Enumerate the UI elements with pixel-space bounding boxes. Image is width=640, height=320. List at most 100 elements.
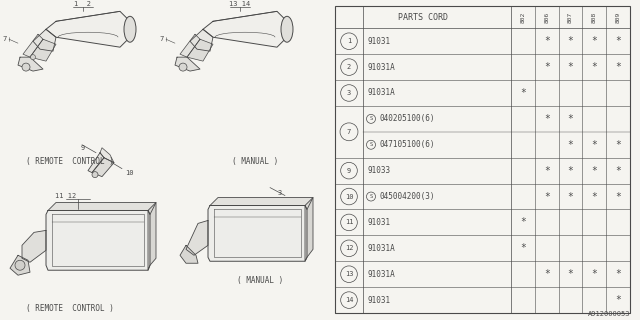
Text: *: * (544, 192, 550, 202)
Text: 1  2: 1 2 (74, 1, 92, 7)
Text: 91031: 91031 (367, 218, 390, 227)
Text: *: * (568, 36, 573, 46)
Text: 808: 808 (592, 12, 596, 23)
Text: 9: 9 (347, 168, 351, 174)
Text: *: * (615, 269, 621, 279)
Text: *: * (520, 88, 526, 98)
Text: *: * (591, 269, 597, 279)
Text: 13: 13 (345, 271, 353, 277)
Text: 11: 11 (345, 220, 353, 225)
Text: 91031A: 91031A (367, 63, 395, 72)
Polygon shape (48, 203, 156, 214)
Text: 9: 9 (81, 145, 85, 151)
Polygon shape (88, 153, 104, 172)
Text: S: S (369, 116, 372, 121)
Polygon shape (100, 148, 114, 163)
Text: 806: 806 (544, 12, 549, 23)
Text: 91031: 91031 (367, 37, 390, 46)
Polygon shape (33, 29, 56, 51)
Text: 1: 1 (347, 38, 351, 44)
Text: *: * (615, 140, 621, 150)
Text: *: * (591, 192, 597, 202)
Text: 2: 2 (347, 64, 351, 70)
Bar (335, 6, 630, 313)
Polygon shape (30, 39, 56, 61)
Text: 047105100(6): 047105100(6) (379, 140, 435, 149)
Polygon shape (175, 57, 200, 71)
Text: 12: 12 (345, 245, 353, 251)
Text: *: * (615, 192, 621, 202)
Text: 3: 3 (347, 90, 351, 96)
Polygon shape (186, 220, 208, 255)
Polygon shape (148, 203, 156, 270)
Polygon shape (203, 11, 287, 47)
Text: PARTS CORD: PARTS CORD (398, 13, 448, 22)
Text: 91031A: 91031A (367, 270, 395, 279)
Polygon shape (305, 197, 313, 261)
Text: 91031A: 91031A (367, 244, 395, 253)
Polygon shape (46, 11, 130, 47)
Text: *: * (544, 166, 550, 176)
Text: *: * (568, 269, 573, 279)
Text: 802: 802 (520, 12, 525, 23)
Text: *: * (591, 62, 597, 72)
Text: 91031A: 91031A (367, 89, 395, 98)
Text: 809: 809 (616, 12, 621, 23)
Text: ( MANUAL ): ( MANUAL ) (237, 276, 283, 285)
Text: 10: 10 (345, 194, 353, 200)
Text: 807: 807 (568, 12, 573, 23)
Text: *: * (544, 114, 550, 124)
Polygon shape (187, 39, 213, 61)
Text: ( REMOTE  CONTROL ): ( REMOTE CONTROL ) (26, 157, 114, 166)
Text: *: * (568, 166, 573, 176)
Text: *: * (544, 62, 550, 72)
Text: S: S (369, 194, 372, 199)
Text: 040205100(6): 040205100(6) (379, 114, 435, 124)
Text: 91033: 91033 (367, 166, 390, 175)
Polygon shape (180, 245, 198, 263)
Ellipse shape (281, 16, 293, 42)
Polygon shape (210, 197, 313, 210)
Text: *: * (615, 166, 621, 176)
Text: *: * (615, 36, 621, 46)
Polygon shape (18, 57, 43, 71)
Text: *: * (520, 217, 526, 228)
Polygon shape (180, 34, 200, 57)
Text: *: * (520, 243, 526, 253)
Circle shape (92, 172, 98, 178)
Text: *: * (591, 166, 597, 176)
Text: 10: 10 (125, 170, 134, 176)
Polygon shape (208, 205, 307, 261)
Circle shape (179, 63, 187, 71)
Text: 14: 14 (345, 297, 353, 303)
Circle shape (22, 63, 30, 71)
Text: *: * (568, 140, 573, 150)
Text: *: * (615, 62, 621, 72)
Text: 91031: 91031 (367, 296, 390, 305)
Text: *: * (591, 36, 597, 46)
Polygon shape (22, 230, 46, 262)
Text: *: * (591, 140, 597, 150)
Text: A912000053: A912000053 (588, 311, 630, 317)
Text: *: * (568, 192, 573, 202)
Text: ( MANUAL ): ( MANUAL ) (232, 157, 278, 166)
Text: ( REMOTE  CONTROL ): ( REMOTE CONTROL ) (26, 304, 114, 313)
Text: 7: 7 (347, 129, 351, 135)
Polygon shape (23, 34, 43, 57)
Polygon shape (46, 211, 150, 270)
Polygon shape (92, 158, 114, 177)
Circle shape (15, 260, 25, 270)
Text: 7: 7 (3, 36, 7, 42)
Polygon shape (190, 29, 213, 51)
Text: 045004200(3): 045004200(3) (379, 192, 435, 201)
Polygon shape (10, 255, 30, 275)
Text: S: S (369, 142, 372, 147)
Ellipse shape (124, 16, 136, 42)
Text: *: * (568, 114, 573, 124)
Text: 7: 7 (160, 36, 164, 42)
Text: 11 12: 11 12 (56, 193, 77, 198)
Text: 13 14: 13 14 (229, 1, 251, 7)
Text: 3: 3 (278, 189, 282, 196)
Text: *: * (615, 295, 621, 305)
Text: *: * (544, 269, 550, 279)
